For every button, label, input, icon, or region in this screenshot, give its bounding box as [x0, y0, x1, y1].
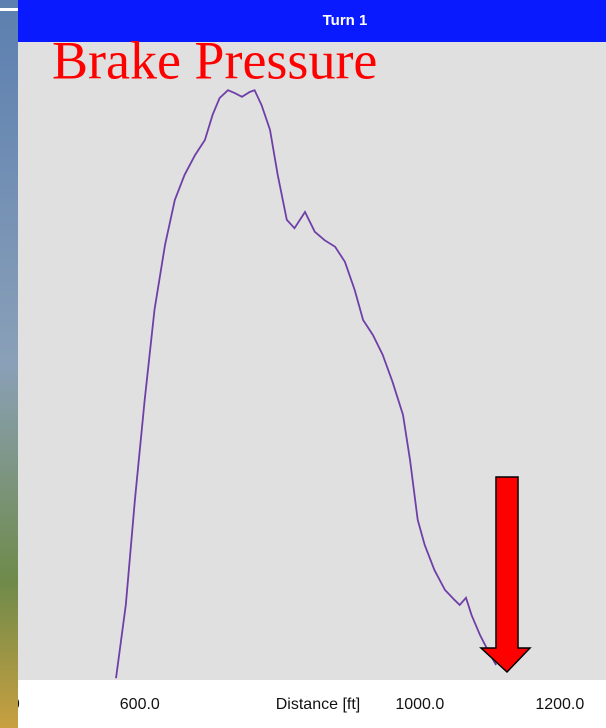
background-strip [0, 0, 18, 728]
x-tick-label: 600.0 [120, 696, 160, 713]
strip-line [0, 8, 18, 11]
x-tick-label: 1000.0 [395, 696, 444, 713]
chart: Turn 1 400.0600.01000.01200.0 Distance [… [0, 0, 606, 728]
x-tick-label: 1200.0 [535, 696, 584, 713]
x-axis-label: Distance [ft] [276, 696, 360, 713]
chart-title: Turn 1 [323, 12, 368, 29]
annotation: Brake Pressure [52, 30, 377, 90]
